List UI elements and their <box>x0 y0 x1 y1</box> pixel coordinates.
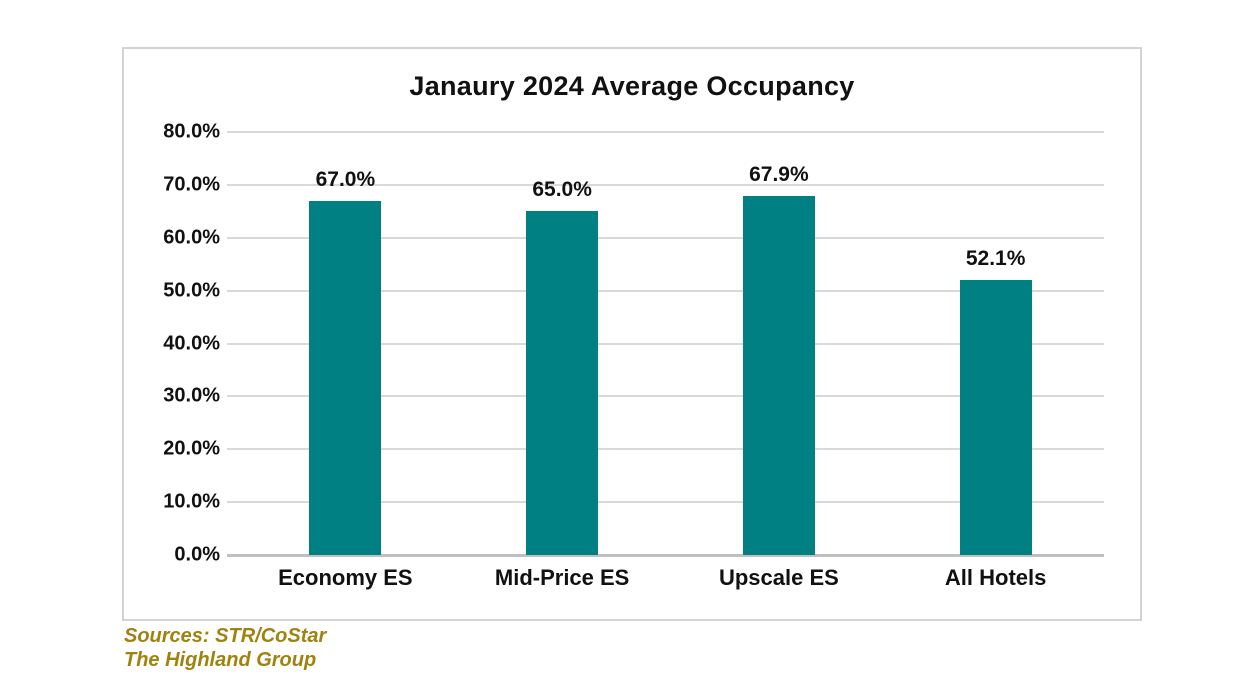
bar-upscale-es <box>742 195 815 555</box>
chart-title: Janaury 2024 Average Occupancy <box>409 71 855 101</box>
x-category-label: Economy ES <box>278 565 413 590</box>
bar-column: 67.9% <box>671 132 888 555</box>
source-line-2: The Highland Group <box>124 649 317 671</box>
y-tick-label: 0.0% <box>174 543 220 566</box>
data-label: 67.0% <box>315 167 376 191</box>
gridline <box>227 501 1104 504</box>
source-line-1: Sources: STR/CoStar <box>124 625 327 647</box>
data-label: 65.0% <box>532 178 592 202</box>
bar-economy-es <box>309 200 382 555</box>
bar-column: 67.0% <box>237 132 454 555</box>
y-tick-label: 80.0% <box>163 120 220 143</box>
data-label: 67.9% <box>749 162 809 186</box>
data-label: 52.1% <box>965 246 1026 270</box>
y-tick-label: 30.0% <box>163 384 220 407</box>
x-category-label: All Hotels <box>944 565 1047 590</box>
x-axis-labels: Economy ES Mid-Price ES Upscale ES All Hote… <box>237 565 1104 591</box>
y-tick-label: 10.0% <box>163 490 220 513</box>
gridline <box>227 448 1104 451</box>
source-attribution: Sources: STR/CoStar The Highland Group <box>124 624 326 672</box>
gridline <box>227 395 1104 398</box>
gridline <box>227 131 1104 133</box>
gridline <box>227 236 1104 239</box>
y-tick-label: 40.0% <box>163 332 220 354</box>
x-axis-line <box>227 554 1104 557</box>
gridline <box>227 289 1104 292</box>
bar-column: 65.0% <box>454 132 671 555</box>
bar-column: 52.1% <box>887 132 1104 555</box>
x-category-label: Upscale ES <box>718 565 839 590</box>
chart-container: Janaury 2024 Average Occupancy 80.0% 70.0… <box>122 47 1142 621</box>
y-tick-label: 50.0% <box>163 279 220 302</box>
y-tick-label: 20.0% <box>163 437 220 460</box>
y-axis-labels: 80.0% 70.0% 60.0% 50.0% 40.0% 30.0% 20.0% 10.0%… <box>124 121 220 566</box>
plot-area: 67.0% 65.0% 67.9% 52.1% <box>227 131 1104 557</box>
y-tick-label: 70.0% <box>163 173 220 196</box>
x-category-label: Mid-Price ES <box>494 565 630 590</box>
bar-mid-price-es <box>526 211 599 555</box>
bar-all-hotels <box>959 279 1032 555</box>
gridline <box>227 342 1104 345</box>
y-tick-label: 60.0% <box>163 226 220 249</box>
gridline <box>227 183 1104 186</box>
